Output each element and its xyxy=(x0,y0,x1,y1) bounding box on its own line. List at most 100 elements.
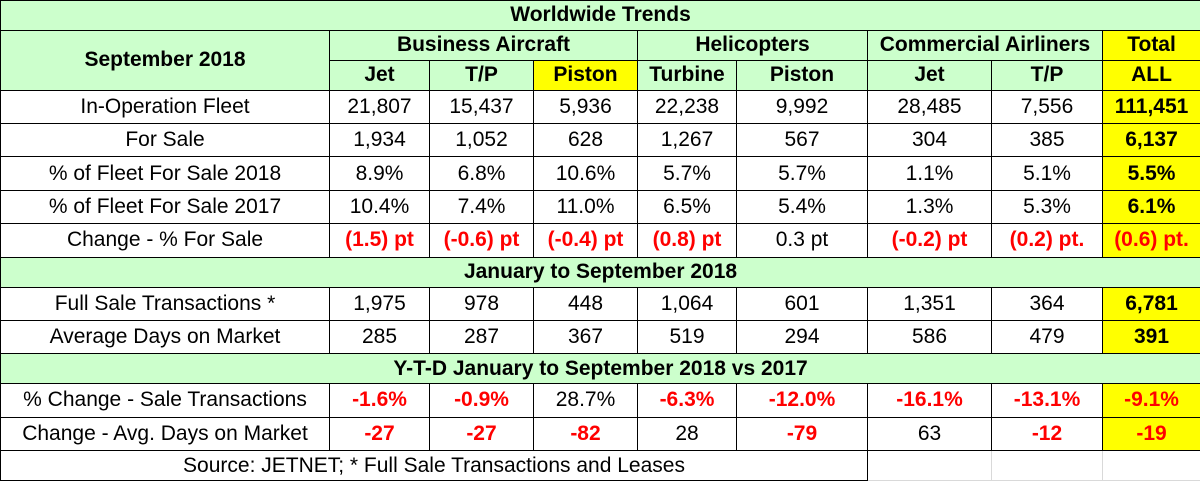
column-header: T/P xyxy=(429,59,534,91)
value-cell: -16.1% xyxy=(867,383,992,418)
value-cell: -1.6% xyxy=(329,383,430,418)
value-cell: -0.9% xyxy=(429,383,534,418)
section-ytd-change: % Change - Sale Transactions -1.6% -0.9% 28… xyxy=(0,383,1200,452)
value-cell: -27 xyxy=(429,416,534,452)
value-cell: 519 xyxy=(637,319,737,355)
value-cell: 448 xyxy=(533,286,638,321)
value-cell: -79 xyxy=(736,416,868,452)
value-cell: 28 xyxy=(637,416,737,452)
value-cell: 10.4% xyxy=(329,189,430,225)
table-row: % Change - Sale Transactions -1.6% -0.9% 28… xyxy=(0,383,1200,418)
value-cell: 5.7% xyxy=(637,156,737,191)
total-cell: 6.1% xyxy=(1101,189,1200,225)
table-title: Worldwide Trends xyxy=(0,0,1200,31)
value-cell: 15,437 xyxy=(429,89,534,124)
value-cell: 0.3 pt xyxy=(736,223,868,258)
value-cell: 304 xyxy=(867,122,992,158)
value-cell: 5.3% xyxy=(991,189,1103,225)
total-cell: 391 xyxy=(1101,319,1200,355)
column-header: ALL xyxy=(1101,59,1200,91)
value-cell: (-0.2) pt xyxy=(867,223,992,258)
value-cell: 978 xyxy=(429,286,534,321)
value-cell: 8.9% xyxy=(329,156,430,191)
value-cell: 7.4% xyxy=(429,189,534,225)
value-cell: 1,052 xyxy=(429,122,534,158)
group-header-helicopters: Helicopters xyxy=(637,29,868,61)
row-label: % of Fleet For Sale 2017 xyxy=(0,189,330,225)
table-row: In-Operation Fleet 21,807 15,437 5,936 22,23… xyxy=(0,89,1200,124)
value-cell: (0.8) pt xyxy=(637,223,737,258)
value-cell: 601 xyxy=(736,286,868,321)
value-cell: 7,556 xyxy=(991,89,1103,124)
total-cell: -9.1% xyxy=(1101,383,1200,418)
value-cell: 567 xyxy=(736,122,868,158)
value-cell: 5.4% xyxy=(736,189,868,225)
table-row: % of Fleet For Sale 2017 10.4% 7.4% 11.0% 6.… xyxy=(0,189,1200,225)
value-cell: 1.3% xyxy=(867,189,992,225)
column-header: Jet xyxy=(329,59,430,91)
column-header: Piston xyxy=(736,59,868,91)
value-cell: (0.2) pt. xyxy=(991,223,1103,258)
section-title: Y-T-D January to September 2018 vs 2017 xyxy=(0,353,1200,385)
value-cell: 6.8% xyxy=(429,156,534,191)
value-cell: 22,238 xyxy=(637,89,737,124)
value-cell: 628 xyxy=(533,122,638,158)
value-cell: 10.6% xyxy=(533,156,638,191)
value-cell: (1.5) pt xyxy=(329,223,430,258)
total-cell: 111,451 xyxy=(1101,89,1200,124)
total-cell: 6,137 xyxy=(1101,122,1200,158)
value-cell: 5.1% xyxy=(991,156,1103,191)
value-cell: 1.1% xyxy=(867,156,992,191)
value-cell: -12 xyxy=(991,416,1103,452)
row-label: Full Sale Transactions * xyxy=(0,286,330,321)
group-header-commercial-airliners: Commercial Airliners xyxy=(867,29,1103,61)
total-cell: -19 xyxy=(1101,416,1200,452)
value-cell: 285 xyxy=(329,319,430,355)
value-cell: 63 xyxy=(867,416,992,452)
value-cell: -12.0% xyxy=(736,383,868,418)
value-cell: 1,267 xyxy=(637,122,737,158)
value-cell: 385 xyxy=(991,122,1103,158)
value-cell: 364 xyxy=(991,286,1103,321)
value-cell: 479 xyxy=(991,319,1103,355)
group-header-business-aircraft: Business Aircraft xyxy=(329,29,638,61)
value-cell: 28,485 xyxy=(867,89,992,124)
table-row: Change - % For Sale (1.5) pt (-0.6) pt (-0.… xyxy=(0,223,1200,258)
group-header-total: Total xyxy=(1101,29,1200,61)
value-cell: (-0.4) pt xyxy=(533,223,638,258)
row-label: % of Fleet For Sale 2018 xyxy=(0,156,330,191)
empty-cell xyxy=(867,450,992,481)
section-fleet: In-Operation Fleet 21,807 15,437 5,936 22,23… xyxy=(0,89,1200,258)
row-label: Change - Avg. Days on Market xyxy=(0,416,330,452)
table-row: Change - Avg. Days on Market -27 -27 -82 28-… xyxy=(0,416,1200,452)
value-cell: 1,975 xyxy=(329,286,430,321)
value-cell: 9,992 xyxy=(736,89,868,124)
table-row: Average Days on Market 285 287 367 519 294 586… xyxy=(0,319,1200,355)
table-row: For Sale 1,934 1,052 628 1,267 567 304 385 6,137 xyxy=(0,122,1200,158)
value-cell: -82 xyxy=(533,416,638,452)
value-cell: 21,807 xyxy=(329,89,430,124)
empty-cell xyxy=(991,450,1103,481)
value-cell: 586 xyxy=(867,319,992,355)
value-cell: 294 xyxy=(736,319,868,355)
value-cell: 6.5% xyxy=(637,189,737,225)
period-header: September 2018 xyxy=(0,29,330,91)
row-label: In-Operation Fleet xyxy=(0,89,330,124)
value-cell: 5,936 xyxy=(533,89,638,124)
column-header: T/P xyxy=(991,59,1103,91)
table-row: % of Fleet For Sale 2018 8.9% 6.8% 10.6% 5.7… xyxy=(0,156,1200,191)
value-cell: 287 xyxy=(429,319,534,355)
value-cell: (-0.6) pt xyxy=(429,223,534,258)
column-header: Turbine xyxy=(637,59,737,91)
section-title: January to September 2018 xyxy=(0,256,1200,288)
source-note: Source: JETNET; * Full Sale Transactions… xyxy=(0,450,868,481)
section-transactions: Full Sale Transactions * 1,975 978 448 1,064… xyxy=(0,286,1200,355)
row-label: % Change - Sale Transactions xyxy=(0,383,330,418)
value-cell: 1,351 xyxy=(867,286,992,321)
value-cell: 5.7% xyxy=(736,156,868,191)
value-cell: 28.7% xyxy=(533,383,638,418)
empty-cell xyxy=(1101,450,1200,481)
total-cell: 6,781 xyxy=(1101,286,1200,321)
row-label: For Sale xyxy=(0,122,330,158)
